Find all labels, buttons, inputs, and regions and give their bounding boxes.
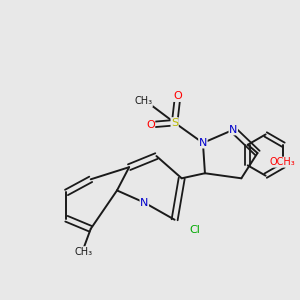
Text: CH₃: CH₃ xyxy=(75,247,93,257)
Text: N: N xyxy=(229,125,237,135)
Text: N: N xyxy=(140,198,148,208)
Text: S: S xyxy=(171,118,178,128)
Text: O: O xyxy=(173,92,182,101)
Text: OCH₃: OCH₃ xyxy=(270,157,296,167)
Text: N: N xyxy=(199,138,207,148)
Text: CH₃: CH₃ xyxy=(134,97,152,106)
Text: Cl: Cl xyxy=(189,225,200,235)
Text: O: O xyxy=(146,120,155,130)
